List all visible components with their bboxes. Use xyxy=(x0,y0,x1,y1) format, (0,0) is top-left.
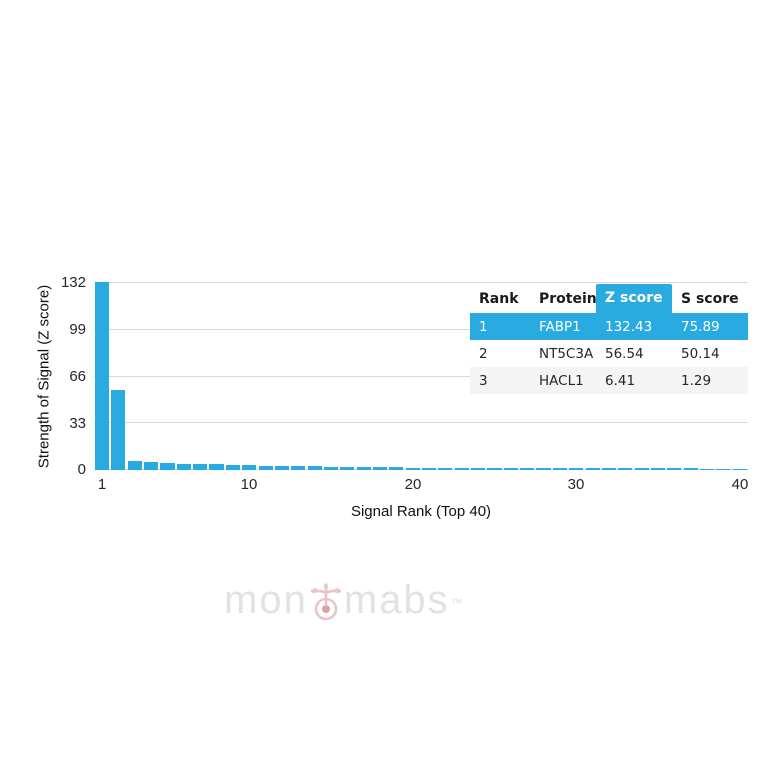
bar-rank-19 xyxy=(389,467,404,470)
bar-rank-18 xyxy=(372,467,388,470)
bar-rank-24 xyxy=(471,467,486,470)
bar-rank-30 xyxy=(569,468,584,470)
cell-protein: NT5C3A xyxy=(539,345,594,362)
bar-rank-15 xyxy=(323,466,339,470)
cell-z-score: 132.43 xyxy=(605,318,653,335)
bar-rank-28 xyxy=(536,468,551,470)
bar-rank-27 xyxy=(520,468,535,470)
bar-rank-16 xyxy=(340,467,355,470)
bar-rank-11 xyxy=(258,466,273,470)
bar-rank-38 xyxy=(699,468,715,470)
bar-rank-12 xyxy=(274,466,289,470)
bar-rank-3 xyxy=(127,460,142,470)
bar-rank-5 xyxy=(160,462,175,470)
gridline-y-66 xyxy=(94,375,748,377)
y-tick-66: 66 xyxy=(69,368,86,385)
bar-rank-35 xyxy=(650,468,666,470)
cell-protein: HACL1 xyxy=(539,372,584,389)
gridline-y-99 xyxy=(94,328,748,330)
bar-rank-2 xyxy=(111,389,126,470)
bar-rank-40 xyxy=(732,468,747,470)
cell-rank: 1 xyxy=(479,318,488,335)
x-tick-30: 30 xyxy=(567,476,585,493)
antibody-sprout-icon xyxy=(310,583,342,621)
table-row-2: 2 NT5C3A 56.54 50.14 xyxy=(470,340,748,367)
bar-rank-6 xyxy=(176,463,191,470)
bar-rank-37 xyxy=(683,468,698,470)
bar-rank-20 xyxy=(405,467,420,470)
watermark: mon mabs ™ xyxy=(224,575,465,622)
x-tick-40: 40 xyxy=(731,476,749,493)
x-tick-20: 20 xyxy=(404,476,422,493)
x-tick-1: 1 xyxy=(97,476,107,493)
bar-rank-14 xyxy=(307,466,322,470)
header-z-score: Z score xyxy=(596,284,672,313)
results-table: Rank Protein Z score S score 1 FABP1 132… xyxy=(470,284,748,394)
bar-rank-9 xyxy=(225,465,240,470)
bar-rank-32 xyxy=(601,468,616,470)
bar-rank-39 xyxy=(716,468,731,470)
cell-rank: 3 xyxy=(479,372,488,389)
bar-rank-8 xyxy=(209,464,224,470)
y-tick-33: 33 xyxy=(69,415,86,432)
bar-rank-13 xyxy=(291,466,306,470)
cell-z-score: 6.41 xyxy=(605,372,636,389)
cell-s-score: 50.14 xyxy=(681,345,720,362)
trademark-symbol: ™ xyxy=(450,596,465,610)
watermark-text-left: mon xyxy=(224,578,308,622)
cell-protein: FABP1 xyxy=(539,318,581,335)
plot-area: mon mabs ™ xyxy=(94,282,748,621)
cell-rank: 2 xyxy=(479,345,488,362)
cell-z-score: 56.54 xyxy=(605,345,644,362)
bar-rank-23 xyxy=(454,467,469,470)
bar-rank-36 xyxy=(667,468,682,470)
bar-rank-29 xyxy=(552,468,567,470)
header-s-score: S score xyxy=(681,290,739,307)
bar-rank-17 xyxy=(356,467,371,470)
bar-rank-7 xyxy=(193,463,208,470)
y-tick-132: 132 xyxy=(60,274,86,291)
y-tick-0: 0 xyxy=(77,461,86,478)
header-rank: Rank xyxy=(479,290,519,307)
bar-rank-1 xyxy=(95,282,110,470)
cell-s-score: 1.29 xyxy=(681,372,712,389)
x-axis-title: Signal Rank (Top 40) xyxy=(350,503,492,520)
gridline-y-0 xyxy=(94,469,748,470)
bar-rank-10 xyxy=(242,465,257,470)
bar-rank-31 xyxy=(585,468,600,470)
x-tick-10: 10 xyxy=(240,476,258,493)
gridline-y-132 xyxy=(94,282,748,283)
gridline-y-33 xyxy=(94,422,748,424)
table-header-row: Rank Protein Z score S score xyxy=(470,284,748,313)
cell-s-score: 75.89 xyxy=(681,318,720,335)
bar-rank-34 xyxy=(634,468,649,470)
watermark-text-right: mabs xyxy=(343,578,450,622)
y-tick-99: 99 xyxy=(69,321,86,338)
table-row-3: 3 HACL1 6.41 1.29 xyxy=(470,367,748,394)
bar-rank-25 xyxy=(487,467,502,470)
header-protein: Protein xyxy=(539,290,596,307)
bar-rank-21 xyxy=(422,467,437,470)
bar-rank-22 xyxy=(438,467,453,470)
bar-rank-26 xyxy=(503,468,518,470)
bar-rank-33 xyxy=(618,468,633,470)
table-row-1-highlighted: 1 FABP1 132.43 75.89 xyxy=(470,313,748,340)
bar-rank-4 xyxy=(144,462,159,470)
